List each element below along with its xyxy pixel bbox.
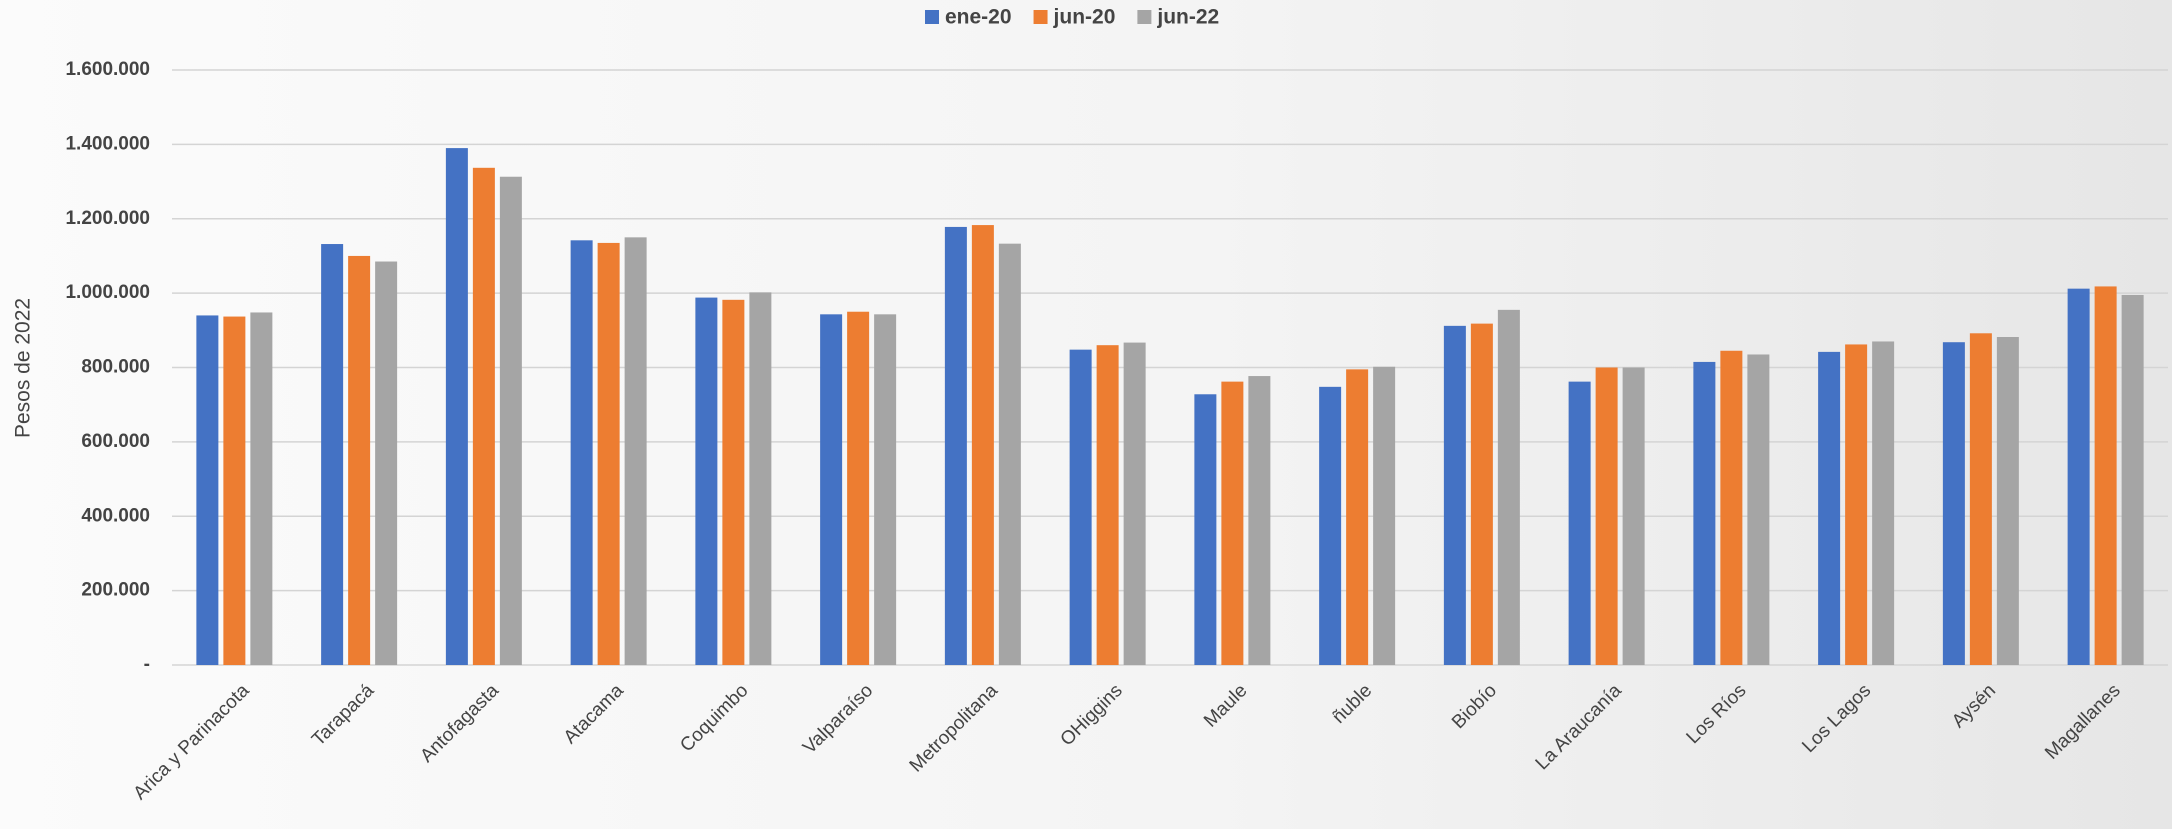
bar [196, 315, 219, 665]
y-tick-label: 1.400.000 [65, 133, 150, 154]
y-tick-label: 400.000 [81, 505, 150, 526]
x-tick-label: Aysén [1948, 680, 2000, 732]
bar [472, 167, 495, 665]
bar [348, 255, 371, 665]
bar [1693, 361, 1716, 665]
bar [624, 237, 647, 665]
x-tick-label: Tarapacá [308, 680, 378, 750]
bar [1319, 386, 1342, 665]
x-tick-label: Magallanes [2041, 680, 2125, 764]
bar [847, 311, 870, 665]
bar [1622, 367, 1645, 665]
bar [1942, 342, 1965, 665]
x-tick-label: OHiggins [1057, 680, 1127, 750]
x-tick-label: ñuble [1328, 680, 1376, 728]
y-axis-label: Pesos de 2022 [12, 298, 35, 438]
legend-swatch [1033, 10, 1048, 24]
bar [223, 316, 246, 665]
bar [695, 297, 718, 665]
bar [250, 312, 273, 665]
bar [944, 226, 967, 665]
bar [375, 261, 398, 665]
bar [1818, 351, 1841, 665]
bar [321, 244, 344, 665]
x-tick-label: Maule [1200, 680, 1251, 731]
bar [1069, 349, 1092, 665]
x-tick-label: Metropolitana [906, 680, 1003, 777]
bar [1595, 367, 1618, 665]
y-tick-label: 200.000 [81, 580, 150, 601]
y-tick-label: - [144, 654, 150, 675]
x-tick-label: Valparaíso [799, 680, 877, 758]
x-tick-label: Los Lagos [1798, 680, 1875, 757]
bar [1996, 337, 2019, 665]
x-tick-label: Los Ríos [1683, 680, 1751, 748]
bar [1568, 381, 1591, 665]
bar [1470, 323, 1493, 665]
bar [1443, 325, 1466, 665]
bar [998, 243, 1021, 665]
legend-swatch [925, 10, 939, 24]
y-tick-label: 600.000 [81, 431, 150, 452]
bar [1845, 344, 1868, 665]
x-tick-label: Antofagasta [416, 680, 503, 767]
bar [2067, 288, 2090, 665]
bar [1194, 394, 1217, 665]
bar [1969, 333, 1992, 665]
bar [1096, 345, 1119, 665]
x-tick-label: Arica y Parinacota [130, 680, 254, 804]
bar [2094, 286, 2117, 665]
legend-label: jun-22 [1156, 6, 1219, 29]
bar [874, 314, 897, 665]
bar [1747, 354, 1770, 665]
bar [597, 242, 620, 665]
bar [2121, 294, 2144, 665]
bar [1221, 381, 1244, 665]
y-tick-label: 1.200.000 [65, 208, 150, 229]
x-tick-label: Atacama [560, 680, 628, 748]
bar [1497, 309, 1520, 665]
bar [820, 314, 843, 665]
x-tick-label: Biobío [1448, 680, 1501, 733]
bar [1720, 350, 1743, 665]
y-tick-label: 800.000 [81, 357, 150, 378]
bar [445, 148, 468, 665]
bar [1872, 341, 1895, 665]
bar [1373, 366, 1396, 665]
y-tick-label: 1.000.000 [65, 282, 150, 303]
legend-label: jun-20 [1053, 6, 1116, 29]
bar [499, 176, 522, 665]
bar [971, 225, 994, 665]
bar [1346, 369, 1369, 665]
x-tick-label: La Araucanía [1532, 680, 1626, 774]
bar [1248, 376, 1271, 665]
bar [749, 292, 772, 665]
bar [722, 299, 745, 665]
legend-swatch [1137, 10, 1152, 24]
x-tick-label: Coquimbo [676, 680, 752, 756]
bar [1123, 342, 1146, 665]
y-tick-label: 1.600.000 [65, 59, 150, 80]
legend-label: ene-20 [945, 6, 1012, 29]
bar [570, 240, 593, 665]
